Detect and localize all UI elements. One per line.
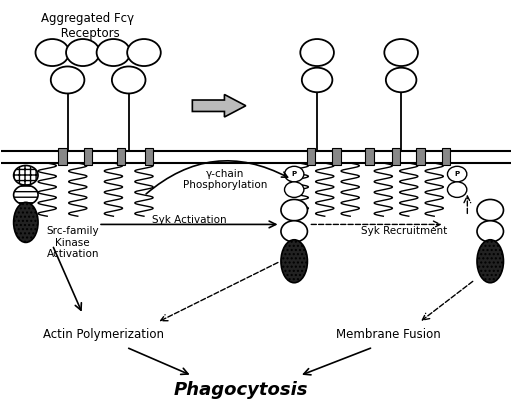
FancyArrowPatch shape xyxy=(53,248,81,310)
Text: γ-chain
Phosphorylation: γ-chain Phosphorylation xyxy=(183,169,268,190)
Ellipse shape xyxy=(14,166,38,185)
Text: P: P xyxy=(292,171,297,177)
Ellipse shape xyxy=(285,182,304,197)
Ellipse shape xyxy=(477,221,503,242)
Circle shape xyxy=(112,66,145,94)
FancyArrowPatch shape xyxy=(101,221,276,228)
Bar xyxy=(117,148,125,166)
Text: Syk Recruitment: Syk Recruitment xyxy=(360,225,447,236)
Circle shape xyxy=(127,39,161,66)
Bar xyxy=(416,148,425,166)
Ellipse shape xyxy=(447,182,467,197)
Text: Phagocytosis: Phagocytosis xyxy=(174,381,308,399)
Bar xyxy=(365,148,374,166)
Circle shape xyxy=(301,39,334,66)
Bar xyxy=(145,148,154,166)
Ellipse shape xyxy=(447,166,467,182)
Text: Membrane Fusion: Membrane Fusion xyxy=(336,328,441,342)
Text: Aggregated Fcγ
 Receptors: Aggregated Fcγ Receptors xyxy=(41,12,135,40)
FancyArrow shape xyxy=(193,94,246,117)
Ellipse shape xyxy=(14,202,38,242)
Circle shape xyxy=(35,39,69,66)
FancyArrowPatch shape xyxy=(311,221,440,228)
FancyArrowPatch shape xyxy=(464,196,471,213)
Ellipse shape xyxy=(281,240,307,283)
Ellipse shape xyxy=(281,199,307,221)
Bar xyxy=(442,148,450,166)
Bar xyxy=(392,148,400,166)
Ellipse shape xyxy=(477,199,503,221)
FancyArrowPatch shape xyxy=(161,262,278,321)
Bar xyxy=(307,148,315,166)
Circle shape xyxy=(302,68,332,92)
Text: Syk Activation: Syk Activation xyxy=(153,215,227,225)
Bar xyxy=(332,148,341,166)
Text: Src-family
Kinase
Activation: Src-family Kinase Activation xyxy=(47,226,99,260)
FancyArrowPatch shape xyxy=(129,348,188,375)
FancyArrowPatch shape xyxy=(304,348,371,375)
Circle shape xyxy=(385,39,418,66)
Circle shape xyxy=(66,39,100,66)
Ellipse shape xyxy=(14,185,38,205)
Text: P: P xyxy=(455,171,460,177)
Ellipse shape xyxy=(285,166,304,182)
Bar xyxy=(58,148,67,166)
Circle shape xyxy=(97,39,130,66)
FancyArrowPatch shape xyxy=(422,281,473,320)
Circle shape xyxy=(51,66,84,94)
Bar xyxy=(83,148,92,166)
Ellipse shape xyxy=(477,240,503,283)
Text: Actin Polymerization: Actin Polymerization xyxy=(42,328,164,342)
Ellipse shape xyxy=(281,221,307,242)
Circle shape xyxy=(386,68,416,92)
